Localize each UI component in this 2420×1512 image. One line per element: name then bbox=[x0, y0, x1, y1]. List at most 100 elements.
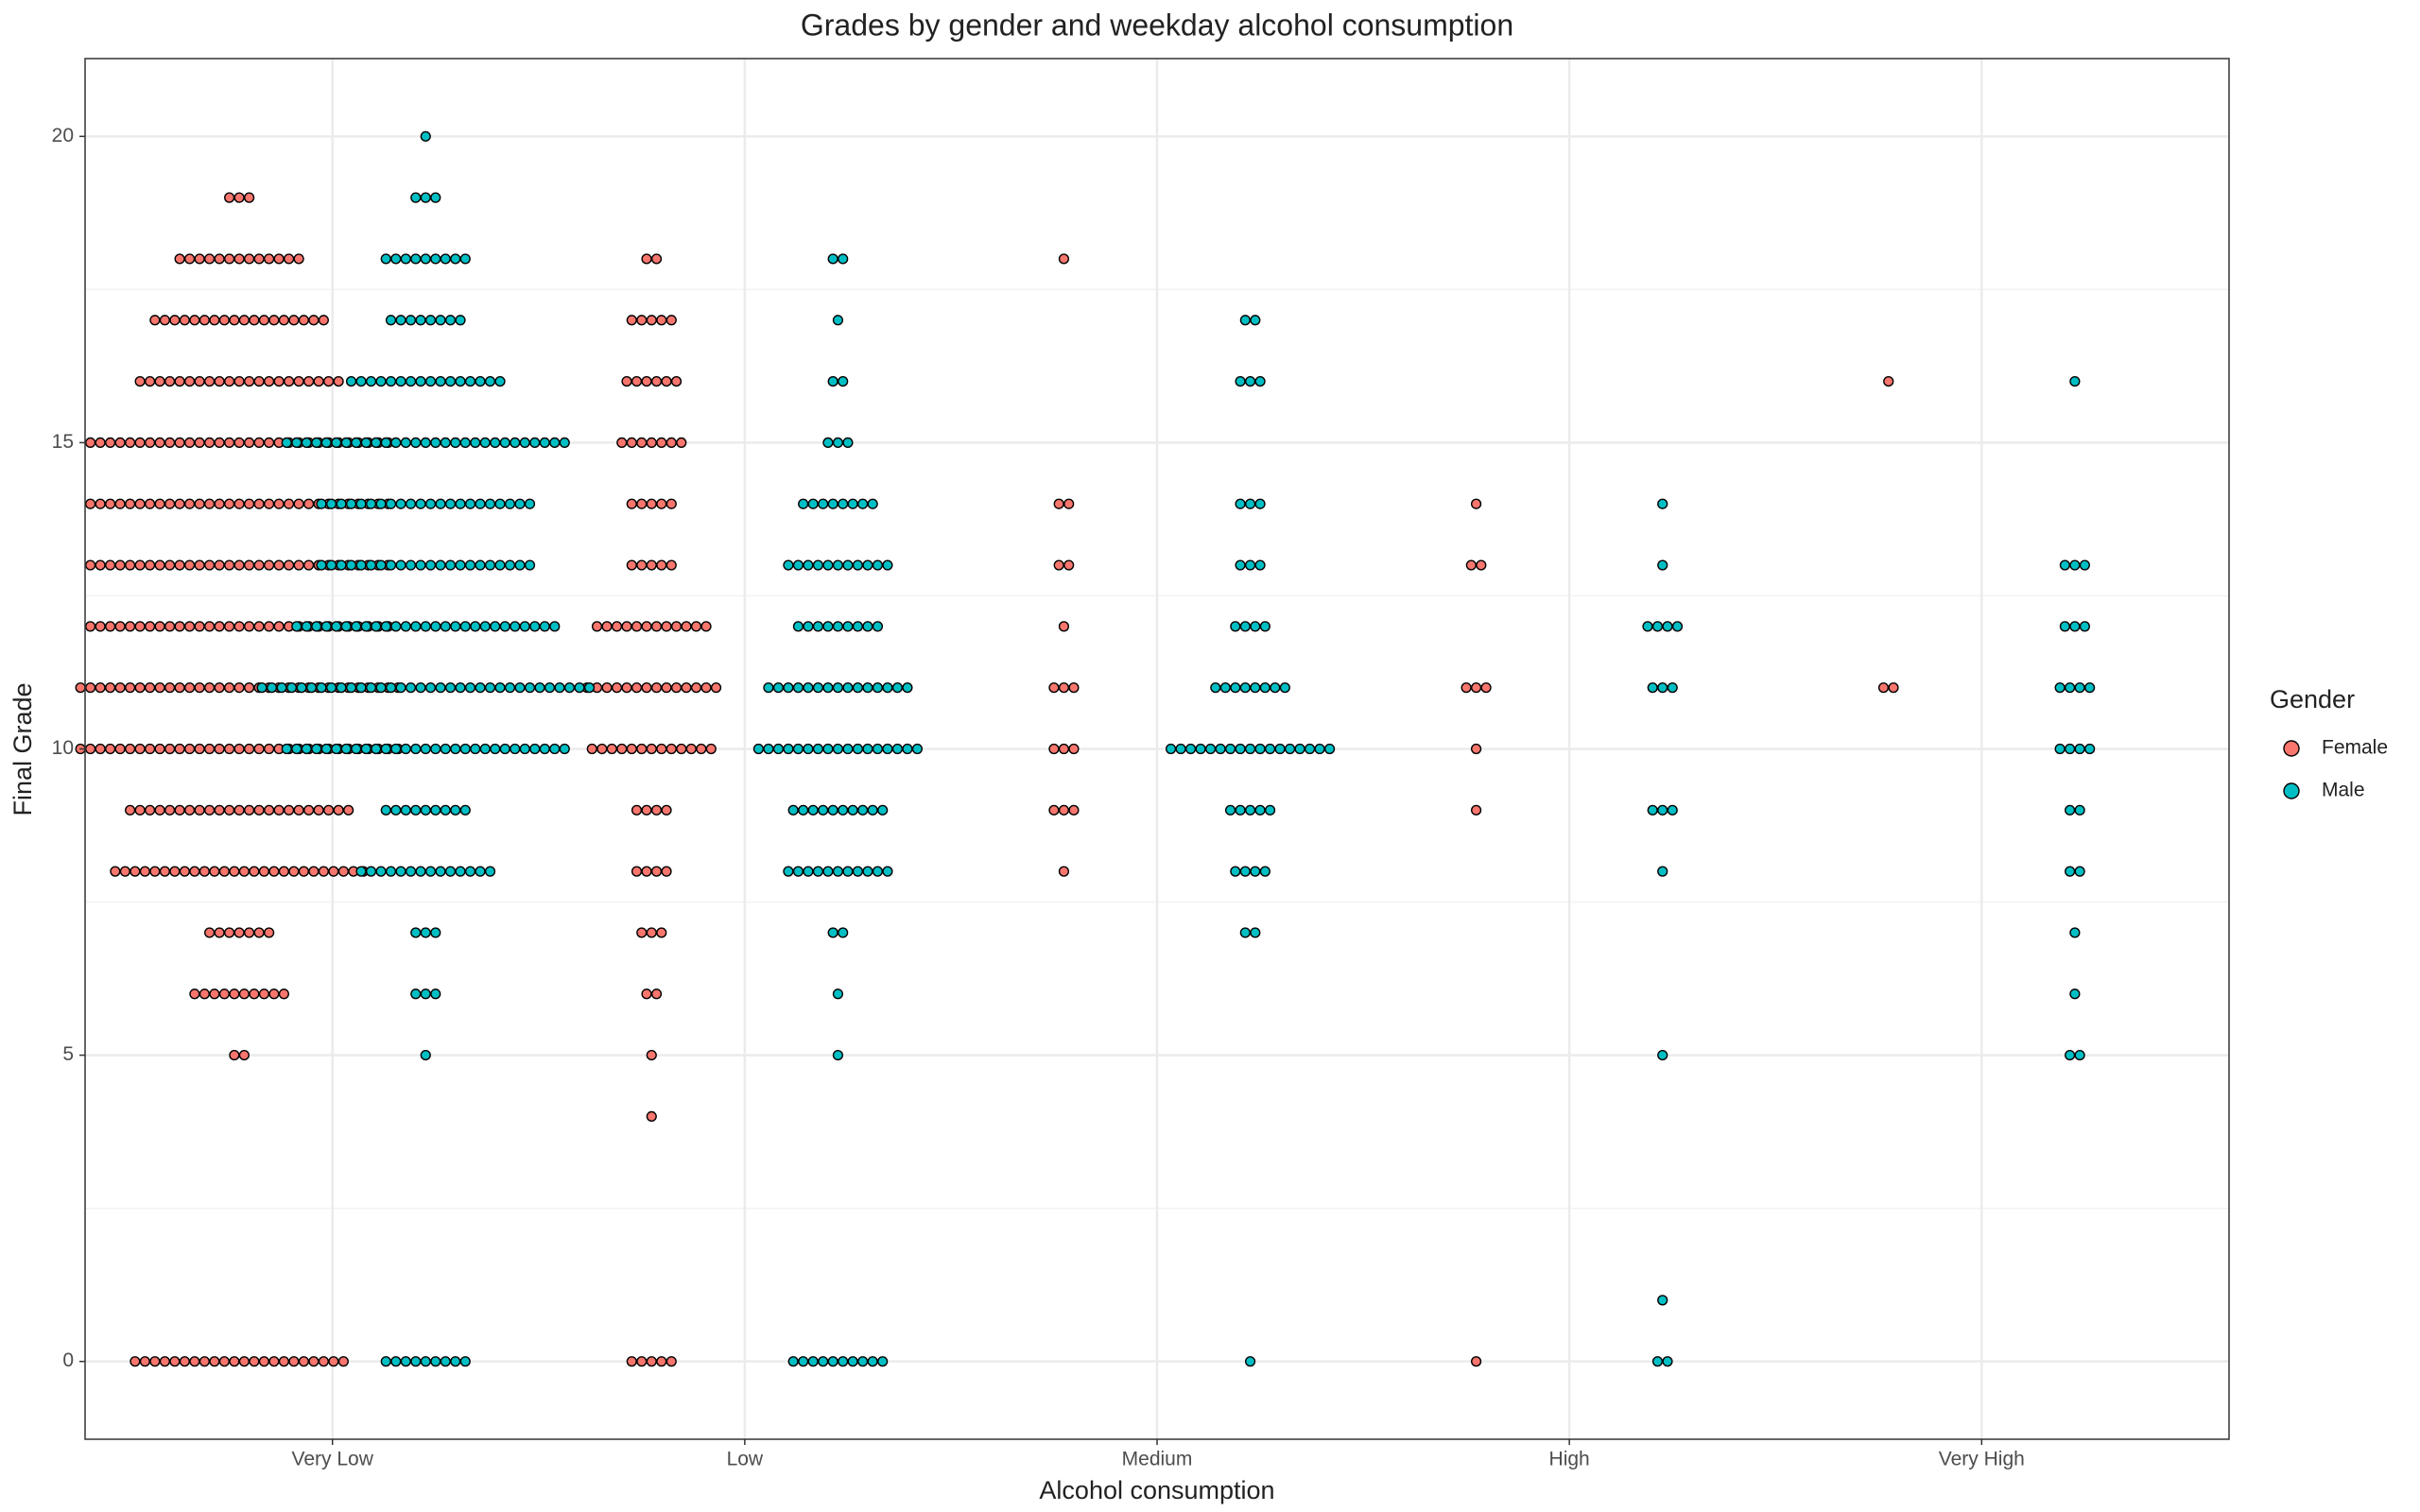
dot-stack bbox=[345, 375, 506, 387]
dot bbox=[204, 253, 216, 265]
dot bbox=[229, 988, 240, 1000]
dot bbox=[365, 682, 377, 694]
dot bbox=[479, 621, 491, 632]
dot bbox=[1284, 743, 1296, 755]
dot bbox=[164, 559, 176, 571]
y-tick-label: 0 bbox=[62, 1349, 74, 1371]
dot bbox=[244, 559, 255, 571]
dot bbox=[822, 437, 834, 449]
dot bbox=[891, 743, 904, 755]
dot bbox=[650, 988, 663, 1000]
dot bbox=[616, 743, 628, 755]
dot bbox=[596, 743, 608, 755]
dot bbox=[464, 682, 476, 694]
dot bbox=[199, 1356, 210, 1367]
dot-stack bbox=[1470, 743, 1482, 755]
dot bbox=[772, 743, 785, 755]
dot bbox=[1254, 743, 1266, 755]
dot bbox=[130, 1356, 141, 1367]
dot bbox=[390, 804, 402, 816]
dot bbox=[2084, 743, 2096, 755]
dot bbox=[1254, 375, 1266, 387]
dot bbox=[690, 621, 702, 632]
dot bbox=[852, 559, 864, 571]
dot bbox=[1470, 743, 1482, 755]
dot bbox=[331, 743, 342, 755]
dot bbox=[636, 743, 648, 755]
dot bbox=[229, 866, 240, 877]
dot bbox=[105, 559, 116, 571]
dot bbox=[415, 866, 426, 877]
dot bbox=[214, 375, 225, 387]
dot bbox=[444, 559, 457, 571]
dot bbox=[320, 743, 332, 755]
dot bbox=[253, 743, 265, 755]
dot bbox=[229, 1356, 240, 1367]
dot bbox=[184, 621, 196, 632]
dot bbox=[636, 559, 648, 571]
dot bbox=[455, 315, 466, 326]
dot bbox=[244, 375, 255, 387]
dot bbox=[862, 743, 873, 755]
dot bbox=[656, 498, 667, 509]
dot bbox=[420, 437, 431, 449]
dot bbox=[2054, 743, 2066, 755]
dot-stack bbox=[832, 988, 844, 1000]
dot bbox=[872, 621, 884, 632]
dot-stack bbox=[189, 988, 289, 1000]
dot bbox=[2065, 804, 2076, 816]
dot bbox=[214, 437, 225, 449]
dot bbox=[249, 1356, 260, 1367]
dot bbox=[631, 866, 643, 877]
dot bbox=[549, 621, 561, 632]
dot bbox=[2069, 621, 2081, 632]
dot bbox=[430, 743, 441, 755]
dot bbox=[125, 498, 136, 509]
dot bbox=[763, 682, 774, 694]
dot bbox=[233, 498, 245, 509]
dot bbox=[351, 743, 362, 755]
dot bbox=[145, 682, 156, 694]
dot bbox=[1323, 743, 1336, 755]
dot bbox=[650, 375, 663, 387]
dot bbox=[400, 437, 411, 449]
dot bbox=[424, 682, 437, 694]
dot bbox=[891, 682, 904, 694]
dot-stack bbox=[1657, 1049, 1668, 1061]
dot bbox=[872, 743, 884, 755]
dot bbox=[827, 927, 838, 938]
dot bbox=[316, 498, 327, 509]
dot bbox=[400, 804, 411, 816]
dot-stack bbox=[783, 866, 893, 877]
dot bbox=[852, 682, 864, 694]
dot-stack bbox=[646, 1110, 657, 1123]
dot bbox=[174, 621, 185, 632]
dot bbox=[882, 559, 893, 571]
dot bbox=[484, 559, 496, 571]
dot-stack bbox=[1048, 682, 1080, 694]
dot bbox=[1480, 682, 1492, 694]
dot bbox=[510, 743, 521, 755]
dot bbox=[1642, 621, 1653, 632]
dot bbox=[224, 682, 235, 694]
dot bbox=[1048, 743, 1060, 755]
dot bbox=[164, 682, 176, 694]
dot bbox=[626, 498, 637, 509]
dot bbox=[606, 743, 617, 755]
panel-border bbox=[84, 58, 2230, 1440]
dot bbox=[333, 804, 344, 816]
dot-stack bbox=[827, 253, 849, 265]
dot-stack bbox=[1657, 866, 1668, 877]
dot bbox=[125, 559, 136, 571]
dot-stack bbox=[204, 927, 275, 938]
dot bbox=[798, 498, 809, 509]
dot-stack bbox=[1230, 866, 1270, 877]
dot bbox=[852, 866, 864, 877]
dot bbox=[410, 437, 422, 449]
dot bbox=[179, 866, 190, 877]
dot bbox=[405, 682, 417, 694]
dot bbox=[238, 1049, 250, 1061]
dot bbox=[424, 866, 437, 877]
dot bbox=[812, 682, 824, 694]
dot bbox=[827, 804, 838, 816]
